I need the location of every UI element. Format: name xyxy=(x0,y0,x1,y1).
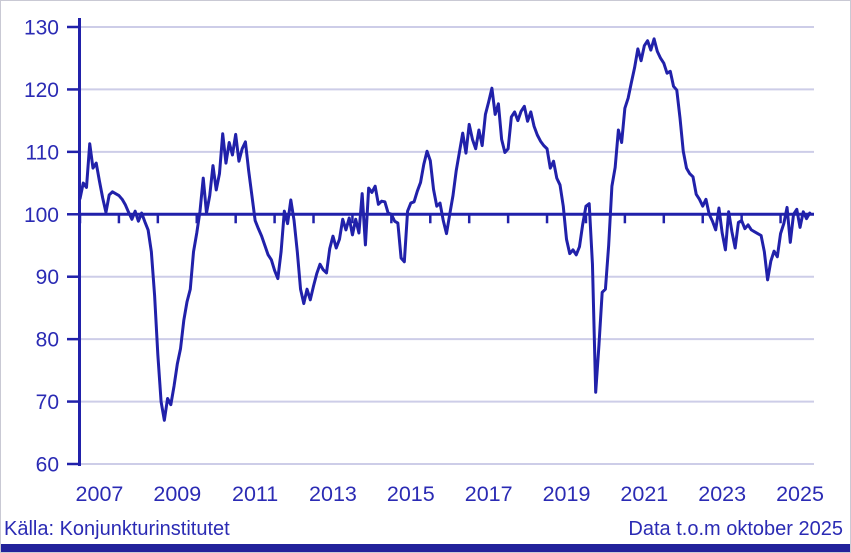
x-axis-label-2019: 2019 xyxy=(543,482,591,506)
y-axis-label-100: 100 xyxy=(24,204,59,227)
x-axis-label-2015: 2015 xyxy=(387,482,435,506)
y-axis-label-120: 120 xyxy=(24,79,59,102)
x-axis-label-2021: 2021 xyxy=(620,482,668,506)
x-axis-label-2025: 2025 xyxy=(776,482,824,506)
y-axis-label-60: 60 xyxy=(36,454,59,477)
x-axis-label-2013: 2013 xyxy=(309,482,357,506)
x-axis-label-2023: 2023 xyxy=(698,482,746,506)
y-axis-label-110: 110 xyxy=(26,141,59,164)
data-line-series xyxy=(78,37,812,422)
x-axis-label-2011: 2011 xyxy=(232,482,278,506)
x-axis-label-2009: 2009 xyxy=(153,482,201,506)
y-axis-label-80: 80 xyxy=(36,329,59,352)
y-axis-label-130: 130 xyxy=(24,17,59,40)
data-note-label: Data t.o.m oktober 2025 xyxy=(628,518,843,540)
source-label: Källa: Konjunkturinstitutet xyxy=(4,518,230,540)
x-axis-label-2017: 2017 xyxy=(465,482,513,506)
bottom-accent-bar xyxy=(1,544,850,552)
x-axis-label-2007: 2007 xyxy=(76,482,124,506)
y-axis-label-70: 70 xyxy=(36,391,59,414)
y-axis-label-90: 90 xyxy=(36,266,59,289)
